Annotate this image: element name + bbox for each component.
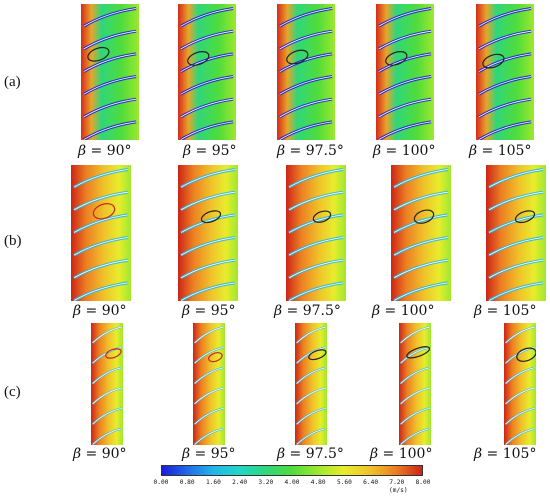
angle-value: 97.5° [305, 446, 344, 462]
angle-value: 105° [502, 446, 537, 462]
angle-value: 90° [101, 446, 127, 462]
contour-panel-c-3 [295, 323, 327, 445]
colorbar-tick-label: 3.20 [258, 479, 274, 486]
colorbar-gradient [161, 465, 423, 476]
contour-panel-a-1 [81, 4, 139, 140]
beta-symbol: β = [373, 143, 402, 159]
colorbar-tick-label: 0.00 [153, 479, 169, 486]
colorbar-tick-label: 2.40 [232, 479, 248, 486]
row-label-a: (a) [4, 74, 21, 90]
angle-value: 95° [210, 303, 236, 319]
caption-a-1: β = 90° [78, 143, 132, 159]
contour-panel-a-4 [376, 4, 434, 140]
colorbar-tick-label: 4.80 [310, 479, 326, 486]
caption-b-3: β = 97.5° [274, 303, 341, 319]
angle-value: 105° [497, 143, 532, 159]
beta-symbol: β = [73, 303, 102, 319]
row-label-c: (c) [4, 384, 21, 400]
caption-b-4: β = 100° [372, 303, 434, 319]
beta-symbol: β = [78, 143, 107, 159]
beta-symbol: β = [474, 303, 503, 319]
colorbar-tick-label: 7.20 [389, 479, 405, 486]
beta-symbol: β = [469, 143, 498, 159]
beta-symbol: β = [277, 446, 306, 462]
beta-symbol: β = [372, 303, 401, 319]
colorbar-tick-label: 0.80 [179, 479, 195, 486]
angle-value: 97.5° [305, 143, 344, 159]
contour-panel-b-2 [178, 165, 238, 301]
angle-value: 97.5° [302, 303, 341, 319]
beta-symbol: β = [370, 446, 399, 462]
contour-panel-b-3 [286, 165, 346, 301]
contour-panel-a-2 [178, 4, 236, 140]
angle-value: 100° [401, 143, 436, 159]
beta-symbol: β = [182, 446, 211, 462]
contour-panel-c-5 [504, 323, 536, 445]
velocity-colorbar: 0.00 0.80 1.60 2.40 3.20 4.00 4.80 5.60 6.40 7.20… [153, 465, 430, 495]
caption-c-2: β = 95° [182, 446, 236, 462]
contour-panel-c-1 [91, 323, 123, 445]
contour-panel-c-2 [193, 323, 225, 445]
caption-c-5: β = 105° [474, 446, 536, 462]
angle-value: 95° [211, 143, 237, 159]
caption-a-4: β = 100° [373, 143, 435, 159]
beta-symbol: β = [277, 143, 306, 159]
caption-b-1: β = 90° [73, 303, 127, 319]
contour-panel-a-3 [277, 4, 335, 140]
contour-panel-b-4 [391, 165, 451, 301]
colorbar-tick-label: 1.60 [205, 479, 221, 486]
row-label-b: (b) [4, 233, 22, 249]
contour-panel-c-4 [399, 323, 431, 445]
caption-a-3: β = 97.5° [277, 143, 344, 159]
beta-symbol: β = [73, 446, 102, 462]
beta-symbol: β = [274, 303, 303, 319]
contour-panel-a-5 [476, 4, 534, 140]
angle-value: 90° [101, 303, 127, 319]
caption-c-1: β = 90° [73, 446, 127, 462]
beta-symbol: β = [182, 303, 211, 319]
angle-value: 95° [210, 446, 236, 462]
caption-c-4: β = 100° [370, 446, 432, 462]
colorbar-tick-label: 5.60 [336, 479, 352, 486]
contour-panel-b-5 [486, 165, 546, 301]
caption-a-2: β = 95° [183, 143, 237, 159]
angle-value: 90° [106, 143, 132, 159]
caption-c-3: β = 97.5° [277, 446, 344, 462]
caption-b-2: β = 95° [182, 303, 236, 319]
contour-panel-b-1 [71, 165, 131, 301]
caption-b-5: β = 105° [474, 303, 536, 319]
colorbar-tick-label: 4.00 [284, 479, 300, 486]
colorbar-tick-label: 8.00 [415, 479, 431, 486]
beta-symbol: β = [474, 446, 503, 462]
colorbar-tick-label: 6.40 [363, 479, 379, 486]
caption-a-5: β = 105° [469, 143, 531, 159]
angle-value: 100° [400, 303, 435, 319]
colorbar-unit: (m/s) [389, 487, 408, 494]
angle-value: 100° [398, 446, 433, 462]
beta-symbol: β = [183, 143, 212, 159]
angle-value: 105° [502, 303, 537, 319]
